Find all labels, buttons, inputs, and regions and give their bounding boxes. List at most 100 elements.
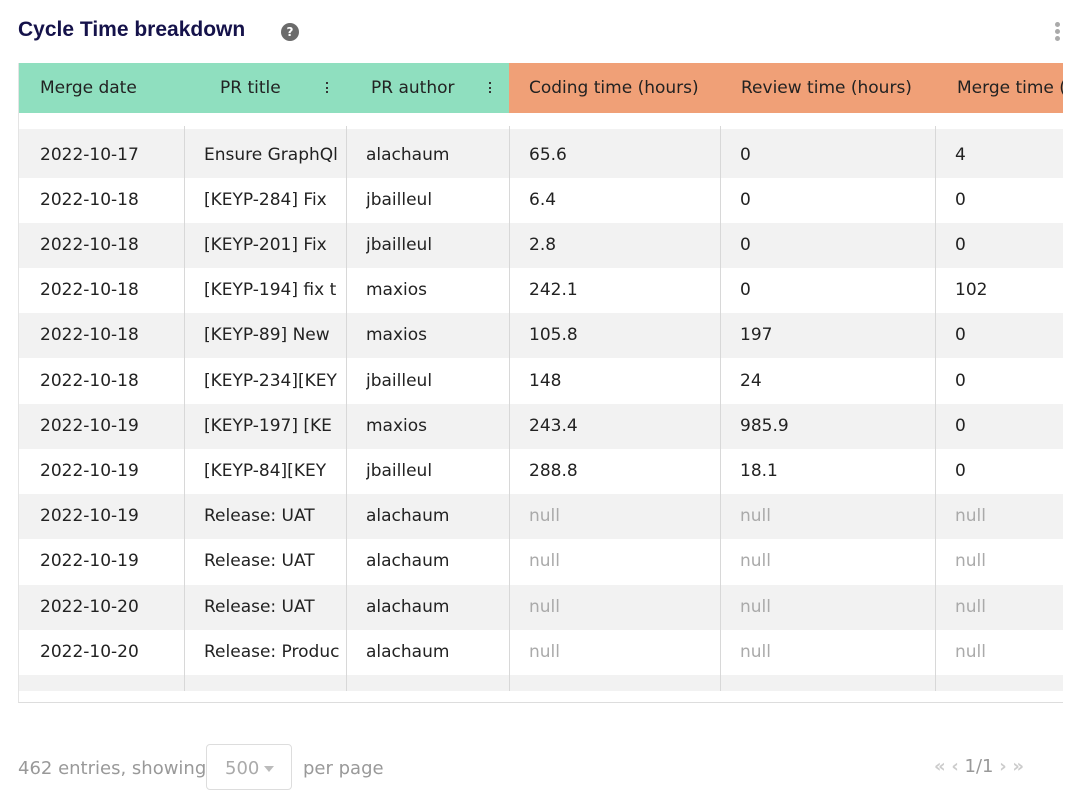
column-header[interactable]: Coding time (hours) [529,78,699,98]
select-caret [264,766,274,772]
table-cell: 2022-10-18 [40,234,139,255]
table-cell: null [955,506,986,527]
table-cell: null [529,551,560,572]
table-cell: 0 [955,189,966,210]
prev-page[interactable]: ‹ [951,756,959,777]
table-cell: 0 [740,280,751,301]
table-cell: null [740,596,771,617]
table-cell: [KEYP-89] New [204,325,330,346]
table-cell: 18.1 [740,460,778,481]
table-row: 2022-10-19 Release: UAT alachaum null null nu… [19,539,1063,585]
table-cell: Release: UAT [204,506,315,527]
column-handle[interactable] [326,82,330,93]
table-row: 2022-10-18 [KEYP-201] Fix jbailleul 2.8 0 0 [19,222,1063,268]
first-page[interactable]: « [934,756,946,777]
table-cell: null [529,506,560,527]
table-cell: 985.9 [740,415,789,436]
table-cell: null [740,641,771,662]
column-header[interactable]: Merge date [40,78,137,98]
table-cell: 2022-10-19 [40,506,139,527]
column-divider [935,126,936,691]
column-divider [184,126,185,691]
table-cell: 2022-10-19 [40,551,139,572]
table-cell: jbailleul [366,234,433,255]
table-cell: [KEYP-197] [KE [204,415,332,436]
table-cell: 102 [955,280,988,301]
next-page[interactable]: › [999,756,1007,777]
table-cell: maxios [366,415,428,436]
table-cell: 2022-10-18 [40,280,139,301]
table-cell: 2022-10-17 [40,144,139,165]
table-cell: 2.8 [529,234,557,255]
widget-title: Cycle Time breakdown [18,18,246,41]
help-icon[interactable]: ? [281,23,299,41]
table-row: 2022-10-20 Release: UAT alachaum null null nu… [19,584,1063,630]
table-cell: [KEYP-84][KEY [204,460,327,481]
table-cell: 0 [955,460,966,481]
table-cell: 0 [955,415,966,436]
table-row: 2022-10-18 [KEYP-284] Fix jbailleul 6.4 0 0 [19,177,1063,223]
column-header[interactable]: PR title [220,78,281,98]
table-cell: [KEYP-234][KEY [204,370,337,391]
table-cell: Release: Produc [204,641,340,662]
row-stripe [19,674,1063,691]
table-cell: alachaum [366,641,450,662]
table-cell: 2022-10-18 [40,189,139,210]
table-cell: null [740,551,771,572]
table-cell: alachaum [366,506,450,527]
per-page-value: 500 [225,758,260,779]
page-indicator: 1/1 [964,756,994,777]
table-cell: 2022-10-20 [40,596,139,617]
table-cell: jbailleul [366,370,433,391]
table-cell: 0 [740,144,751,165]
table-cell: jbailleul [366,460,433,481]
table-cell: alachaum [366,596,450,617]
header-group-orange [509,63,1063,113]
last-page[interactable]: » [1012,756,1025,777]
table-cell: 6.4 [529,189,557,210]
table-cell: alachaum [366,551,450,572]
column-header[interactable]: Review time (hours) [741,78,912,98]
table-cell: alachaum [366,144,450,165]
table-row: 2022-10-19 Release: UAT alachaum null null nu… [19,494,1063,540]
table-cell: null [740,506,771,527]
table-row: 2022-10-19 [KEYP-84][KEY jbailleul 288.8 18.… [19,448,1063,494]
table-cell: 105.8 [529,325,578,346]
table-cell: maxios [366,325,428,346]
per-page-label: per page [303,758,384,779]
table-row: 2022-10-18 [KEYP-89] New maxios 105.8 197 0 [19,313,1063,359]
table-cell: null [955,596,986,617]
table-cell: 148 [529,370,562,391]
table-cell: 2022-10-20 [40,641,139,662]
table-cell: 0 [955,325,966,346]
table-row: 2022-10-19 [KEYP-197] [KE maxios 243.4 985.9… [19,403,1063,449]
table-cell: null [955,641,986,662]
table-cell: null [529,641,560,662]
column-header[interactable]: Merge time ( [957,78,1063,98]
column-header[interactable]: PR author [371,78,455,98]
table-cell: [KEYP-201] Fix [204,234,327,255]
table-cell: 0 [955,370,966,391]
table-cell: jbailleul [366,189,433,210]
table-cell: 243.4 [529,415,578,436]
column-divider [346,126,347,691]
table-cell: null [955,551,986,572]
table-cell: 4 [955,144,966,165]
column-divider [509,126,510,691]
table-cell: 65.6 [529,144,567,165]
table-cell: 242.1 [529,280,578,301]
entries-count: 462 entries, showing [18,758,207,779]
table-cell: 2022-10-19 [40,460,139,481]
column-divider [720,126,721,691]
column-handle[interactable] [489,82,493,93]
table-cell: null [529,596,560,617]
per-page-select[interactable] [206,744,292,790]
table-cell: Release: UAT [204,551,315,572]
table-cell: Ensure GraphQl [204,144,338,165]
table-cell: 197 [740,325,773,346]
table-cell: [KEYP-284] Fix [204,189,327,210]
table-cell: maxios [366,280,428,301]
table-cell: 0 [740,234,751,255]
menu-button[interactable] [1055,22,1061,43]
